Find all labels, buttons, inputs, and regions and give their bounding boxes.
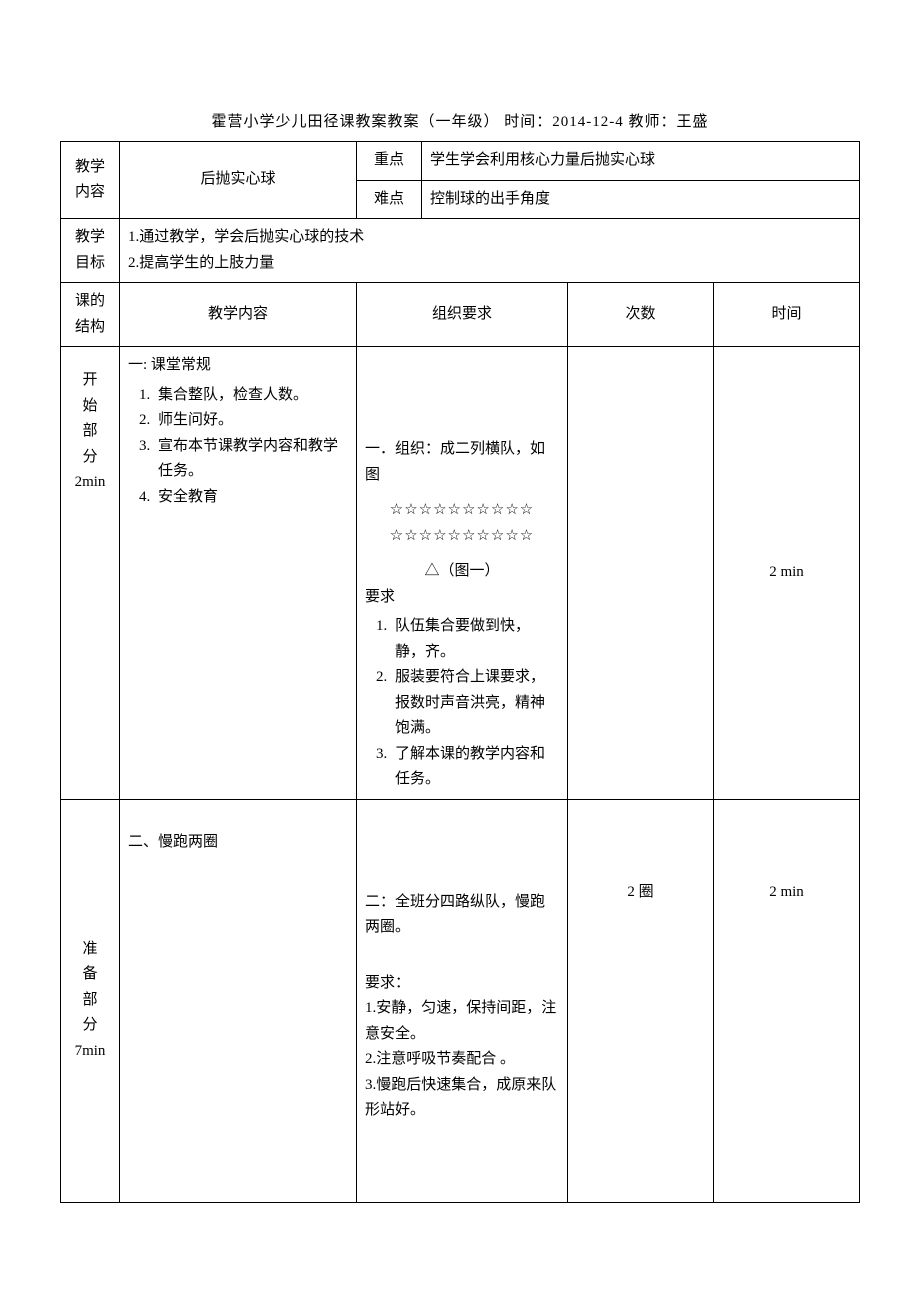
- s1-req-list: 队伍集合要做到快，静，齐。 服装要符合上课要求，报数时声音洪亮，精神饱满。 了解…: [365, 614, 559, 793]
- s1-r2: 服装要符合上课要求，报数时声音洪亮，精神饱满。: [391, 665, 559, 742]
- section2-org: 二：全班分四路纵队，慢跑两圈。 要求： 1.安静，匀速，保持间距，注意安全。 2…: [357, 799, 568, 1202]
- section1-row: 开 始 部 分 2min 一: 课堂常规 集合整队，检查人数。 师生问好。 宣布…: [61, 347, 860, 800]
- label-topic: 教学内容: [61, 142, 120, 219]
- doc-title: 霍营小学少儿田径课教案教案（一年级） 时间：2014-12-4 教师：王盛: [60, 110, 860, 131]
- s2-req-label: 要求：: [365, 971, 559, 997]
- s2-r1: 1.安静，匀速，保持间距，注意安全。: [365, 996, 559, 1047]
- label-difficulty: 难点: [357, 180, 422, 219]
- s1-char1: 开: [82, 368, 97, 394]
- section2-row: 准 备 部 分 7min 二、慢跑两圈 二：全班分四路纵队，慢跑两圈。 要求： …: [61, 799, 860, 1202]
- th-count: 次数: [568, 283, 714, 347]
- th-time: 时间: [714, 283, 860, 347]
- label-goals: 教学目标: [61, 219, 120, 283]
- s1-content-list: 集合整队，检查人数。 师生问好。 宣布本节课教学内容和教学任务。 安全教育: [128, 383, 348, 511]
- section2-count: 2 圈: [568, 799, 714, 1202]
- s1-char3: 部: [82, 419, 97, 445]
- goals-row: 教学目标 1.通过教学，学会后抛实心球的技术 2.提高学生的上肢力量: [61, 219, 860, 283]
- s1-c3: 宣布本节课教学内容和教学任务。: [154, 434, 348, 485]
- goal-line-2: 2.提高学生的上肢力量: [128, 251, 851, 277]
- th-structure: 课的结构: [61, 283, 120, 347]
- s1-content-title: 一: 课堂常规: [128, 353, 348, 379]
- s1-duration: 2min: [75, 470, 106, 496]
- topic-cell: 后抛实心球: [120, 142, 357, 219]
- s1-r3: 了解本课的教学内容和任务。: [391, 742, 559, 793]
- header-row-1: 教学内容 后抛实心球 重点 学生学会利用核心力量后抛实心球: [61, 142, 860, 181]
- s1-c1: 集合整队，检查人数。: [154, 383, 348, 409]
- section2-label: 准 备 部 分 7min: [61, 799, 120, 1202]
- section1-org: 一．组织：成二列横队，如图 ☆☆☆☆☆☆☆☆☆☆ ☆☆☆☆☆☆☆☆☆☆ △（图一…: [357, 347, 568, 800]
- s2-duration: 7min: [75, 1039, 106, 1065]
- s2-char1: 准: [82, 937, 97, 963]
- s1-c2: 师生问好。: [154, 408, 348, 434]
- s2-r3: 3.慢跑后快速集合，成原来队形站好。: [365, 1073, 559, 1124]
- s1-char4: 分: [82, 445, 97, 471]
- goals-cell: 1.通过教学，学会后抛实心球的技术 2.提高学生的上肢力量: [120, 219, 860, 283]
- th-org: 组织要求: [357, 283, 568, 347]
- page: 霍营小学少儿田径课教案教案（一年级） 时间：2014-12-4 教师：王盛 教学…: [0, 0, 920, 1302]
- s2-org-title: 二：全班分四路纵队，慢跑两圈。: [365, 890, 559, 941]
- section1-content: 一: 课堂常规 集合整队，检查人数。 师生问好。 宣布本节课教学内容和教学任务。…: [120, 347, 357, 800]
- goal-line-1: 1.通过教学，学会后抛实心球的技术: [128, 225, 851, 251]
- s1-stars-2: ☆☆☆☆☆☆☆☆☆☆: [365, 524, 559, 550]
- s1-org-title: 一．组织：成二列横队，如图: [365, 437, 559, 488]
- s2-char3: 部: [82, 988, 97, 1014]
- section2-content: 二、慢跑两圈: [120, 799, 357, 1202]
- s2-r2: 2.注意呼吸节奏配合 。: [365, 1047, 559, 1073]
- s1-stars-1: ☆☆☆☆☆☆☆☆☆☆: [365, 498, 559, 524]
- difficulty-cell: 控制球的出手角度: [422, 180, 860, 219]
- section1-count: [568, 347, 714, 800]
- s2-content-title: 二、慢跑两圈: [128, 830, 348, 856]
- s1-req-label: 要求: [365, 585, 559, 611]
- keypoint-cell: 学生学会利用核心力量后抛实心球: [422, 142, 860, 181]
- s1-r1: 队伍集合要做到快，静，齐。: [391, 614, 559, 665]
- s1-char2: 始: [82, 394, 97, 420]
- section1-time: 2 min: [714, 347, 860, 800]
- label-keypoint: 重点: [357, 142, 422, 181]
- section1-label: 开 始 部 分 2min: [61, 347, 120, 800]
- s1-c4: 安全教育: [154, 485, 348, 511]
- lesson-table: 教学内容 后抛实心球 重点 学生学会利用核心力量后抛实心球 难点 控制球的出手角…: [60, 141, 860, 1203]
- th-content: 教学内容: [120, 283, 357, 347]
- table-head-row: 课的结构 教学内容 组织要求 次数 时间: [61, 283, 860, 347]
- s2-char2: 备: [82, 962, 97, 988]
- s1-triangle: △（图一）: [365, 559, 559, 585]
- s2-char4: 分: [82, 1013, 97, 1039]
- section2-time: 2 min: [714, 799, 860, 1202]
